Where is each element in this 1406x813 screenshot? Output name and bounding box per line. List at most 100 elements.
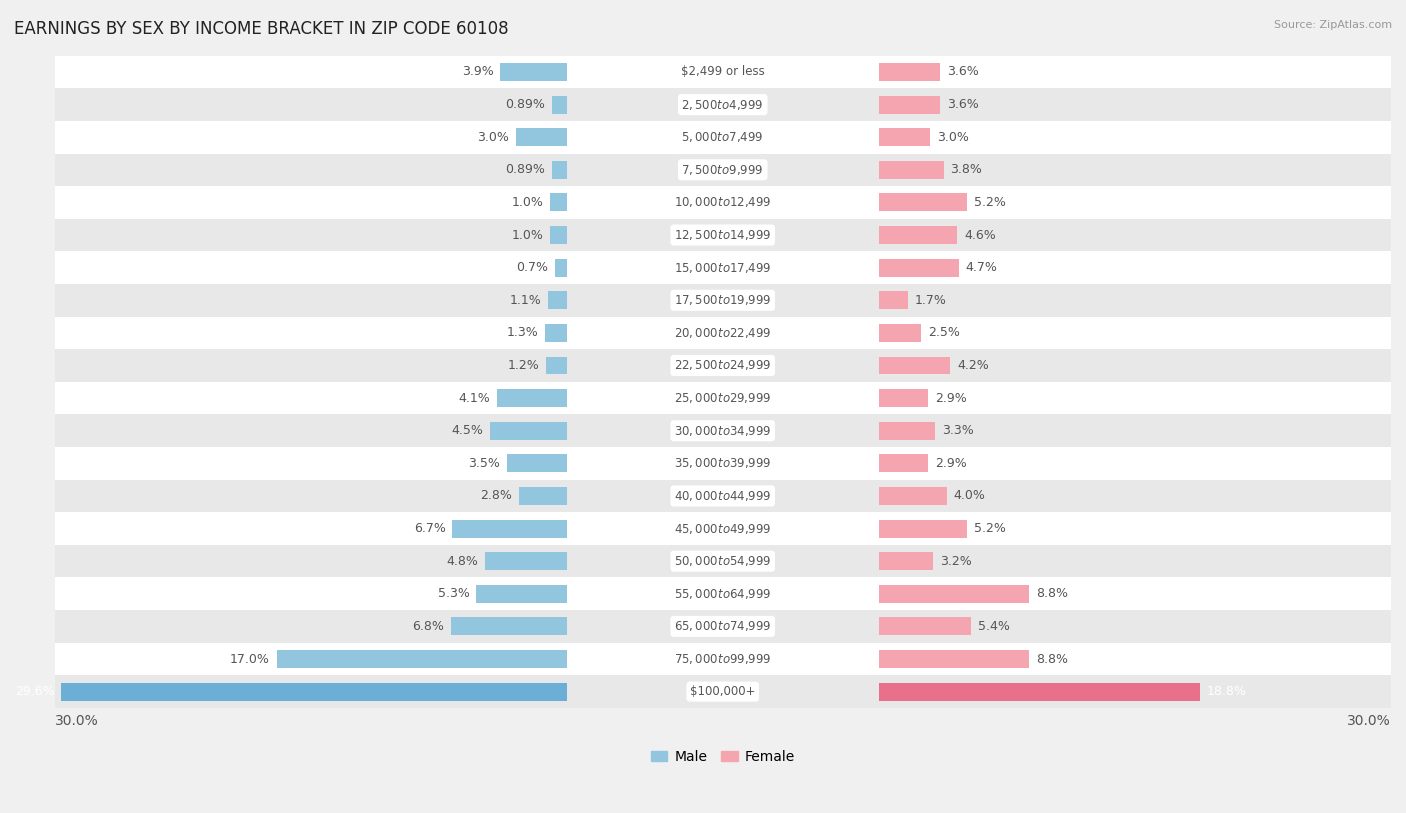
Bar: [551, 96, 567, 114]
Bar: [547, 357, 567, 375]
Bar: [55, 251, 1391, 284]
Text: $45,000 to $49,999: $45,000 to $49,999: [673, 522, 772, 536]
Bar: [508, 454, 567, 472]
Text: $20,000 to $22,499: $20,000 to $22,499: [673, 326, 772, 340]
Bar: [55, 121, 1391, 154]
Bar: [879, 63, 941, 81]
Bar: [879, 259, 959, 276]
Text: 6.8%: 6.8%: [412, 620, 444, 633]
Text: 8.8%: 8.8%: [1036, 587, 1067, 600]
Text: $30,000 to $34,999: $30,000 to $34,999: [673, 424, 772, 437]
Bar: [55, 676, 1391, 708]
Bar: [516, 128, 567, 146]
Bar: [879, 617, 972, 636]
Text: $65,000 to $74,999: $65,000 to $74,999: [673, 620, 772, 633]
Bar: [519, 487, 567, 505]
Text: 3.5%: 3.5%: [468, 457, 501, 470]
Text: 30.0%: 30.0%: [55, 714, 98, 728]
Bar: [451, 617, 567, 636]
Text: 2.9%: 2.9%: [935, 457, 967, 470]
Text: 3.9%: 3.9%: [461, 66, 494, 79]
Bar: [550, 226, 567, 244]
Bar: [555, 259, 567, 276]
Bar: [55, 154, 1391, 186]
Bar: [879, 683, 1199, 701]
Text: 2.8%: 2.8%: [481, 489, 512, 502]
Bar: [544, 324, 567, 341]
Bar: [550, 193, 567, 211]
Bar: [55, 512, 1391, 545]
Text: EARNINGS BY SEX BY INCOME BRACKET IN ZIP CODE 60108: EARNINGS BY SEX BY INCOME BRACKET IN ZIP…: [14, 20, 509, 38]
Text: 17.0%: 17.0%: [231, 653, 270, 666]
Text: $15,000 to $17,499: $15,000 to $17,499: [673, 261, 772, 275]
Text: 1.0%: 1.0%: [512, 196, 543, 209]
Bar: [55, 643, 1391, 676]
Text: 5.2%: 5.2%: [974, 196, 1007, 209]
Bar: [879, 389, 928, 407]
Text: 0.89%: 0.89%: [505, 163, 546, 176]
Text: $5,000 to $7,499: $5,000 to $7,499: [682, 130, 763, 144]
Bar: [55, 186, 1391, 219]
Text: 2.5%: 2.5%: [928, 326, 960, 339]
Bar: [879, 193, 967, 211]
Text: $50,000 to $54,999: $50,000 to $54,999: [673, 554, 772, 568]
Text: 3.0%: 3.0%: [477, 131, 509, 144]
Bar: [55, 219, 1391, 251]
Text: 3.6%: 3.6%: [946, 66, 979, 79]
Text: $12,500 to $14,999: $12,500 to $14,999: [673, 228, 772, 242]
Bar: [879, 128, 929, 146]
Text: Source: ZipAtlas.com: Source: ZipAtlas.com: [1274, 20, 1392, 30]
Bar: [879, 96, 941, 114]
Text: $55,000 to $64,999: $55,000 to $64,999: [673, 587, 772, 601]
Text: 4.5%: 4.5%: [451, 424, 484, 437]
Text: 6.7%: 6.7%: [413, 522, 446, 535]
Legend: Male, Female: Male, Female: [645, 744, 800, 769]
Bar: [55, 350, 1391, 382]
Text: $17,500 to $19,999: $17,500 to $19,999: [673, 293, 772, 307]
Text: 4.1%: 4.1%: [458, 392, 491, 405]
Bar: [55, 55, 1391, 89]
Text: 29.6%: 29.6%: [15, 685, 55, 698]
Text: 3.6%: 3.6%: [946, 98, 979, 111]
Bar: [501, 63, 567, 81]
Text: $2,499 or less: $2,499 or less: [681, 66, 765, 79]
Bar: [879, 324, 921, 341]
Bar: [879, 650, 1029, 668]
Bar: [453, 520, 567, 537]
Text: 5.4%: 5.4%: [977, 620, 1010, 633]
Text: $40,000 to $44,999: $40,000 to $44,999: [673, 489, 772, 503]
Text: 0.7%: 0.7%: [516, 261, 548, 274]
Bar: [62, 683, 567, 701]
Text: 1.1%: 1.1%: [509, 293, 541, 307]
Bar: [485, 552, 567, 570]
Text: 1.7%: 1.7%: [914, 293, 946, 307]
Bar: [548, 291, 567, 309]
Bar: [879, 161, 943, 179]
Text: $22,500 to $24,999: $22,500 to $24,999: [673, 359, 772, 372]
Text: 0.89%: 0.89%: [505, 98, 546, 111]
Bar: [477, 585, 567, 602]
Text: 4.2%: 4.2%: [957, 359, 988, 372]
Text: $35,000 to $39,999: $35,000 to $39,999: [673, 456, 772, 471]
Bar: [879, 226, 957, 244]
Text: 30.0%: 30.0%: [1347, 714, 1391, 728]
Text: 4.8%: 4.8%: [446, 554, 478, 567]
Bar: [879, 454, 928, 472]
Bar: [496, 389, 567, 407]
Text: $2,500 to $4,999: $2,500 to $4,999: [682, 98, 763, 111]
Bar: [879, 291, 908, 309]
Bar: [879, 585, 1029, 602]
Text: 3.8%: 3.8%: [950, 163, 983, 176]
Bar: [55, 415, 1391, 447]
Text: 5.2%: 5.2%: [974, 522, 1007, 535]
Bar: [489, 422, 567, 440]
Bar: [55, 447, 1391, 480]
Text: 18.8%: 18.8%: [1206, 685, 1246, 698]
Text: $100,000+: $100,000+: [690, 685, 755, 698]
Text: $7,500 to $9,999: $7,500 to $9,999: [682, 163, 763, 176]
Bar: [551, 161, 567, 179]
Text: 1.0%: 1.0%: [512, 228, 543, 241]
Text: $75,000 to $99,999: $75,000 to $99,999: [673, 652, 772, 666]
Bar: [55, 316, 1391, 350]
Text: 1.3%: 1.3%: [506, 326, 538, 339]
